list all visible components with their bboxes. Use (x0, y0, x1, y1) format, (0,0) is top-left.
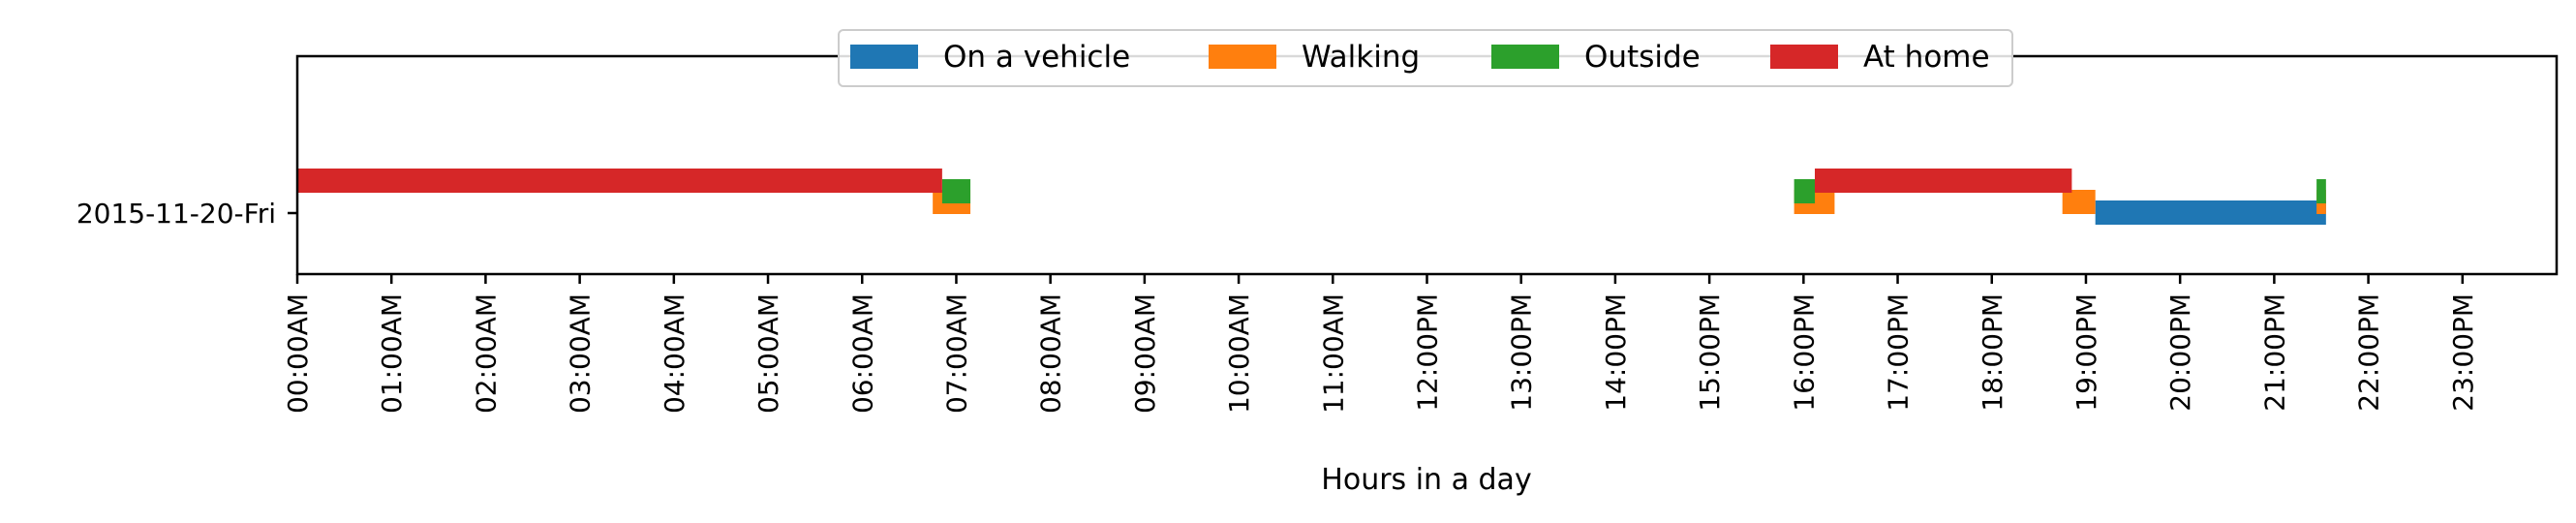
x-tick-label: 13:00PM (1506, 293, 1538, 412)
y-axis: 2015-11-20-Fri (77, 198, 297, 230)
plot-frame (295, 54, 2559, 276)
at-home-bar (1814, 169, 2072, 193)
x-tick-label: 23:00PM (2447, 293, 2479, 412)
x-tick-label: 05:00AM (752, 293, 784, 414)
x-axis-title: Hours in a day (1321, 463, 1531, 497)
legend-swatch-on-a-vehicle (850, 45, 918, 69)
legend-label-outside: Outside (1584, 40, 1701, 75)
x-tick-label: 19:00PM (2070, 293, 2102, 412)
x-tick-label: 03:00AM (565, 293, 597, 414)
legend-swatch-at-home (1770, 45, 1838, 69)
at-home-bar (297, 169, 942, 193)
on-a-vehicle-bar (2095, 200, 2326, 225)
x-tick-label: 00:00AM (282, 293, 314, 414)
x-tick-label: 11:00AM (1317, 293, 1349, 414)
x-tick-label: 06:00AM (846, 293, 878, 414)
x-tick-label: 22:00PM (2353, 293, 2385, 412)
y-tick-label: 2015-11-20-Fri (77, 198, 276, 230)
x-tick-label: 07:00AM (940, 293, 972, 414)
x-axis: 00:00AM 01:00AM 02:00AM 03:00AM 04:00AM 05:00… (282, 274, 2479, 414)
x-tick-label: 17:00PM (1883, 293, 1915, 412)
walking-bar (2062, 190, 2096, 214)
x-tick-label: 14:00PM (1600, 293, 1632, 412)
x-tick-label: 04:00AM (659, 293, 690, 414)
x-tick-label: 09:00AM (1129, 293, 1161, 414)
outside-bar (941, 179, 971, 203)
x-tick-label: 16:00PM (1788, 293, 1820, 412)
outside-bar (1794, 179, 1815, 203)
legend-label-walking: Walking (1302, 40, 1420, 75)
legend-swatch-outside (1491, 45, 1559, 69)
outside-bar (2316, 179, 2326, 203)
legend: On a vehicle Walking Outside At home (838, 29, 2013, 87)
x-tick-label: 20:00PM (2164, 293, 2196, 412)
x-tick-label: 21:00PM (2258, 293, 2290, 412)
x-tick-label: 12:00PM (1412, 293, 1444, 412)
x-tick-label: 15:00PM (1694, 293, 1726, 412)
activity-bars (297, 169, 2326, 225)
x-tick-label: 01:00AM (376, 293, 408, 414)
x-tick-label: 18:00PM (1977, 293, 2009, 412)
x-tick-label: 10:00AM (1223, 293, 1255, 414)
x-tick-label: 02:00AM (470, 293, 502, 414)
legend-swatch-walking (1209, 45, 1276, 69)
legend-label-at-home: At home (1863, 40, 1990, 75)
legend-label-on-a-vehicle: On a vehicle (943, 40, 1130, 75)
legend-box (838, 29, 2013, 87)
x-tick-label: 08:00AM (1035, 293, 1067, 414)
